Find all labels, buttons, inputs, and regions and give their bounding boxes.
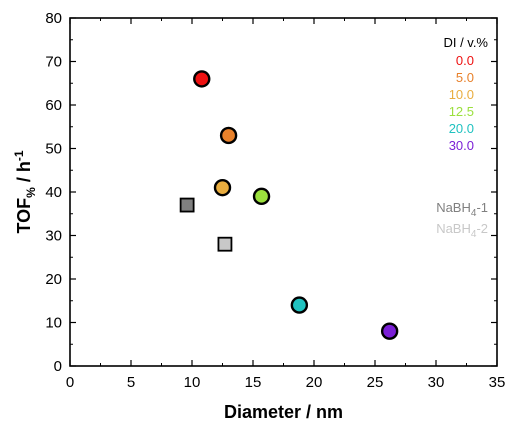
y-tick-label: 30 — [45, 228, 62, 245]
x-tick-label: 15 — [245, 374, 262, 391]
legend-title: DI / v.% — [443, 35, 488, 50]
y-axis-title-main: TOF — [14, 198, 34, 234]
y-axis-title-superscript: -1 — [12, 150, 26, 161]
data-point-circle — [290, 296, 309, 314]
x-tick-label: 35 — [489, 374, 506, 391]
x-tick-label: 30 — [428, 374, 445, 391]
y-tick-label: 50 — [45, 141, 62, 158]
x-tick-label: 25 — [367, 374, 384, 391]
legend-entry: NaBH4-1 — [436, 200, 488, 219]
y-tick-label: 20 — [45, 271, 62, 288]
x-tick-label: 0 — [66, 374, 74, 391]
y-tick-label: 40 — [45, 184, 62, 201]
data-point-circle — [213, 178, 232, 197]
axes-layer: 0 5 10 15 20 25 30 35 0 10 20 30 40 50 60 70 80 — [45, 10, 505, 391]
x-tick-label: 20 — [306, 374, 323, 391]
legend-entry: NaBH4-2 — [436, 221, 488, 240]
legend-entry: 12.5 — [449, 104, 474, 119]
x-tick-label: 5 — [127, 374, 135, 391]
legend-entry: 10.0 — [449, 87, 474, 102]
x-tick-label: 10 — [184, 374, 201, 391]
data-point-circle — [380, 322, 399, 340]
data-points — [179, 70, 399, 340]
legend-entry: 0.0 — [456, 53, 474, 68]
legend-entry: 5.0 — [456, 70, 474, 85]
data-point-circle — [252, 187, 271, 206]
y-tick-label: 80 — [45, 10, 62, 27]
legend-entry: 30.0 — [449, 138, 474, 153]
data-point-circle — [193, 70, 211, 88]
y-axis-title: TOF% / h-1 — [12, 150, 38, 233]
legend-entry: 20.0 — [449, 121, 474, 136]
y-axis-title-subscript: % — [24, 187, 38, 198]
data-point-square — [217, 236, 233, 252]
data-point-circle — [219, 126, 238, 145]
x-axis-title: Diameter / nm — [224, 402, 343, 422]
plot-frame — [69, 17, 498, 367]
y-tick-label: 0 — [54, 358, 62, 375]
y-axis-title-unit: / h — [14, 161, 34, 187]
legend: DI / v.% 0.0 5.0 10.0 12.5 20.0 30.0 NaBH4-1 NaB… — [436, 35, 488, 240]
y-tick-label: 60 — [45, 97, 62, 114]
y-tick-label: 70 — [45, 54, 62, 71]
data-point-square — [179, 197, 195, 213]
y-tick-label: 10 — [45, 315, 62, 332]
